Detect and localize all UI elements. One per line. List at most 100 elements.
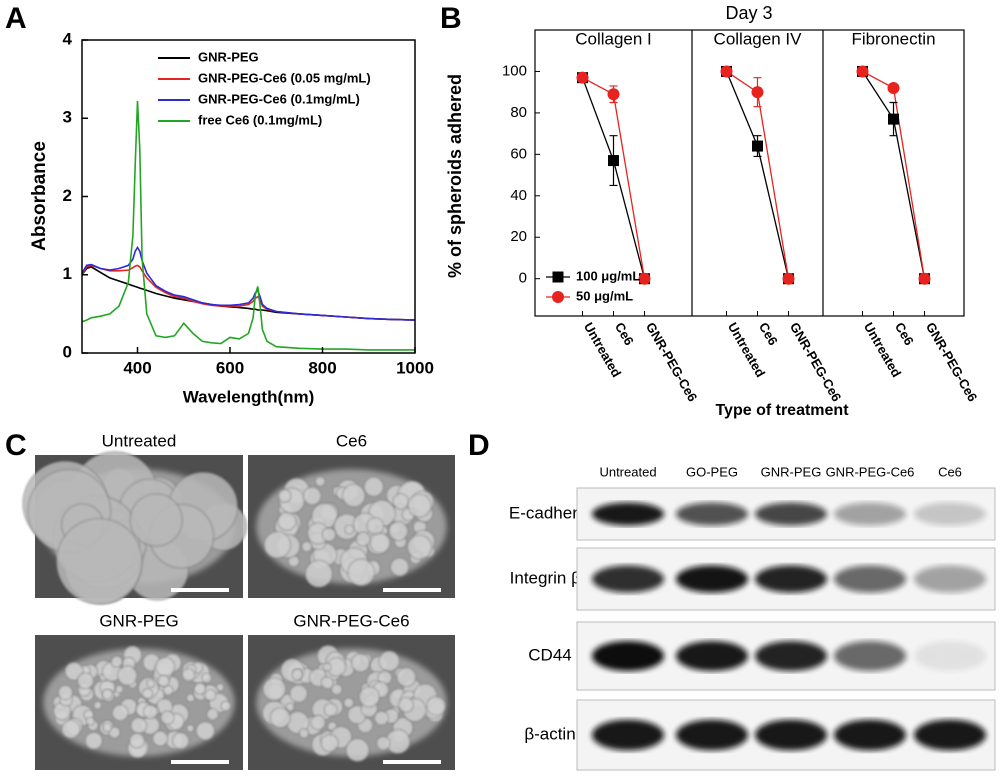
texture bbox=[193, 682, 207, 695]
column-label: GNR-PEG bbox=[761, 464, 822, 479]
band bbox=[755, 502, 827, 526]
scale-bar bbox=[383, 588, 441, 592]
texture bbox=[129, 732, 145, 749]
texture bbox=[392, 493, 409, 510]
texture bbox=[152, 730, 169, 747]
image-label: GNR-PEG bbox=[99, 611, 178, 630]
x-tick-label: 600 bbox=[216, 358, 244, 377]
texture bbox=[111, 704, 129, 722]
texture bbox=[186, 693, 196, 703]
row-label: E-cadherin bbox=[509, 503, 591, 522]
texture bbox=[117, 665, 138, 686]
texture bbox=[162, 685, 174, 696]
texture bbox=[181, 668, 196, 682]
texture bbox=[269, 707, 291, 729]
marker bbox=[607, 88, 620, 101]
texture bbox=[85, 716, 96, 726]
marker bbox=[638, 272, 651, 285]
texture bbox=[77, 672, 94, 690]
texture bbox=[407, 493, 432, 518]
scale-bar bbox=[171, 760, 229, 764]
marker bbox=[918, 272, 931, 285]
band bbox=[676, 641, 748, 671]
texture bbox=[262, 677, 287, 701]
band bbox=[592, 502, 664, 526]
texture bbox=[322, 527, 337, 542]
panel-label: C bbox=[5, 429, 27, 462]
spectrum-line bbox=[81, 100, 415, 351]
texture bbox=[344, 524, 355, 535]
texture bbox=[289, 684, 308, 703]
texture bbox=[407, 534, 432, 560]
texture bbox=[84, 731, 103, 750]
panel-title: Collagen I bbox=[575, 29, 652, 48]
scale-bar bbox=[383, 760, 441, 764]
legend-label: 50 μg/mL bbox=[576, 288, 633, 303]
column-label: Untreated bbox=[599, 464, 656, 479]
y-tick-label: 3 bbox=[63, 108, 72, 127]
sem-image bbox=[248, 635, 455, 770]
legend-label: 100 μg/mL bbox=[576, 268, 640, 283]
texture bbox=[320, 734, 339, 752]
texture bbox=[114, 684, 124, 694]
texture bbox=[396, 667, 417, 687]
x-tick-label: 1000 bbox=[396, 358, 434, 377]
texture bbox=[93, 700, 102, 710]
texture bbox=[388, 521, 409, 541]
texture bbox=[101, 688, 113, 700]
texture bbox=[291, 668, 303, 681]
legend-marker bbox=[552, 271, 564, 283]
x-axis-label: Wavelength(nm) bbox=[183, 387, 315, 406]
band bbox=[914, 719, 986, 751]
texture bbox=[263, 531, 291, 559]
texture bbox=[330, 683, 343, 696]
row-label: β-actin bbox=[524, 724, 575, 743]
texture bbox=[195, 721, 215, 741]
band bbox=[592, 719, 664, 751]
texture bbox=[323, 702, 338, 717]
band bbox=[834, 502, 906, 526]
spectrum-line bbox=[81, 266, 416, 321]
texture bbox=[278, 489, 292, 503]
texture bbox=[57, 684, 73, 701]
texture bbox=[343, 697, 355, 709]
x-tick-label: GNR-PEG-Ce6 bbox=[643, 320, 700, 404]
band bbox=[834, 641, 906, 671]
x-tick-label: 400 bbox=[123, 358, 151, 377]
column-label: GO-PEG bbox=[686, 464, 738, 479]
legend-label: free Ce6 (0.1mg/mL) bbox=[198, 112, 322, 127]
band bbox=[676, 565, 748, 593]
y-tick-label: 100 bbox=[502, 62, 527, 79]
texture bbox=[378, 650, 400, 672]
band bbox=[834, 565, 906, 593]
marker bbox=[782, 272, 795, 285]
texture bbox=[351, 653, 370, 673]
legend-label: GNR-PEG bbox=[198, 49, 259, 64]
texture bbox=[186, 724, 195, 733]
y-tick-label: 4 bbox=[63, 29, 73, 48]
texture bbox=[355, 531, 371, 547]
panel-label: D bbox=[468, 429, 490, 462]
legend-label: GNR-PEG-Ce6 (0.1mg/mL) bbox=[198, 91, 360, 106]
texture bbox=[129, 493, 183, 547]
band bbox=[755, 565, 827, 593]
texture bbox=[345, 738, 370, 762]
marker bbox=[856, 65, 869, 78]
texture bbox=[277, 511, 297, 531]
texture bbox=[157, 675, 170, 688]
panel-title: Collagen IV bbox=[714, 29, 803, 48]
y-tick-label: 0 bbox=[63, 342, 72, 361]
texture bbox=[358, 686, 380, 708]
spectrum-line bbox=[81, 264, 416, 321]
row-label: Integrin β1 bbox=[510, 568, 591, 587]
panel-label: B bbox=[440, 2, 462, 35]
x-axis-label: Type of treatment bbox=[715, 402, 849, 419]
panel-label: A bbox=[5, 2, 27, 35]
spectrum-line bbox=[81, 245, 416, 321]
texture bbox=[155, 657, 176, 677]
y-tick-label: 0 bbox=[519, 270, 527, 287]
y-tick-label: 2 bbox=[63, 186, 72, 205]
texture bbox=[298, 728, 310, 739]
marker bbox=[608, 155, 619, 167]
y-tick-label: 1 bbox=[63, 264, 72, 283]
